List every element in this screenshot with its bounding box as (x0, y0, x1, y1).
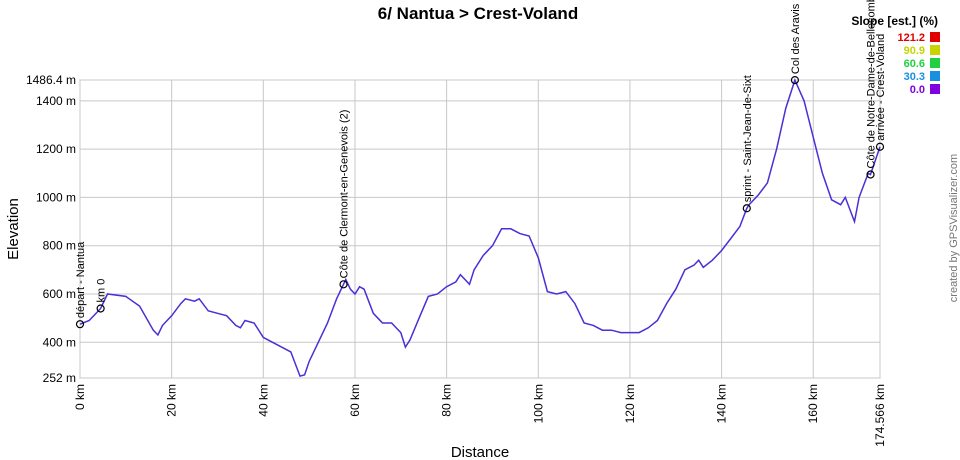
y-tick-label: 400 m (43, 335, 76, 349)
legend-label: 30.3 (904, 71, 925, 83)
waypoint-label: sprint - Saint-Jean-de-Sixt (742, 75, 754, 202)
legend-label: 0.0 (910, 84, 925, 96)
y-tick-label: 252 m (43, 371, 76, 385)
y-tick-label: 1486.4 m (26, 73, 76, 87)
waypoint-marker (96, 304, 105, 313)
waypoint-label: arrivée - Crest-Voland (875, 34, 887, 141)
y-axis-label: Elevation (5, 198, 22, 260)
y-tick-label: 1000 m (36, 190, 76, 204)
waypoint-label: Col des Aravis (790, 3, 802, 74)
x-tick-label: 80 km (440, 384, 454, 417)
x-axis-label: Distance (451, 444, 509, 460)
elevation-line (79, 78, 881, 377)
legend-swatch (930, 32, 940, 42)
waypoint-marker (339, 280, 348, 289)
chart-title: 6/ Nantua > Crest-Voland (378, 4, 578, 23)
legend-label: 121.2 (897, 32, 925, 44)
x-tick-label: 20 km (165, 384, 179, 417)
x-tick-label: 120 km (623, 384, 637, 423)
waypoint-marker (742, 204, 751, 213)
y-tick-label: 1200 m (36, 142, 76, 156)
x-tick-label: 160 km (806, 384, 820, 423)
waypoint-label: Côte de Notre-Dame-de-Bellecombe (866, 0, 878, 168)
x-tick-label: 0 km (73, 384, 87, 410)
waypoint-marker (866, 170, 875, 179)
legend-label: 90.9 (904, 45, 925, 57)
y-tick-label: 800 m (43, 239, 76, 253)
x-tick-label: 60 km (348, 384, 362, 417)
plot-area (79, 79, 881, 379)
waypoint-marker (75, 320, 85, 329)
legend-swatch (930, 84, 940, 94)
legend-swatch (930, 71, 940, 81)
waypoint-marker (875, 142, 885, 151)
waypoint-label: Côte de Clermont-en-Genevois (2) (339, 110, 351, 279)
legend-title: Slope [est.] (%) (851, 14, 938, 28)
waypoint-label: km 0 (96, 279, 108, 303)
x-tick-label: 174.566 km (873, 384, 887, 447)
x-tick-label: 100 km (531, 384, 545, 423)
x-tick-label: 40 km (256, 384, 270, 417)
legend-label: 60.6 (904, 58, 925, 70)
y-tick-label: 1400 m (36, 94, 76, 108)
waypoint-marker (790, 75, 800, 85)
legend-swatch (930, 58, 940, 68)
x-tick-label: 140 km (715, 384, 729, 423)
credit: created by GPSVisualizer.com (948, 154, 960, 302)
waypoint-label: départ - Nantua (75, 241, 87, 318)
legend-swatch (930, 45, 940, 55)
y-tick-label: 600 m (43, 287, 76, 301)
